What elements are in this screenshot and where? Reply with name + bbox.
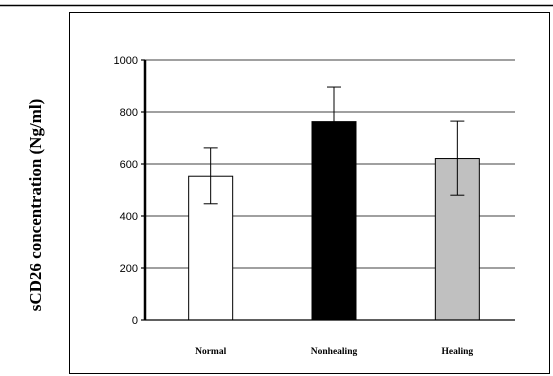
plot-area: Normal Nonhealing Healing 0 200 400 600 800 1000 [114, 55, 515, 357]
y-tick-label-800: 800 [120, 107, 138, 119]
y-tick-label-0: 0 [132, 315, 138, 327]
y-tick-label-1000: 1000 [114, 55, 138, 67]
y-tick-label-400: 400 [120, 211, 138, 223]
x-tick-label-normal: Normal [195, 347, 226, 357]
y-tick-label-600: 600 [120, 159, 138, 171]
x-tick-label-healing: Healing [441, 347, 473, 357]
y-tick-label-200: 200 [120, 263, 138, 275]
x-tick-label-nonhealing: Nonhealing [311, 347, 358, 357]
chart-frame [69, 12, 550, 374]
y-axis-label: sCD26 concentration (Ng/ml) [26, 99, 45, 311]
